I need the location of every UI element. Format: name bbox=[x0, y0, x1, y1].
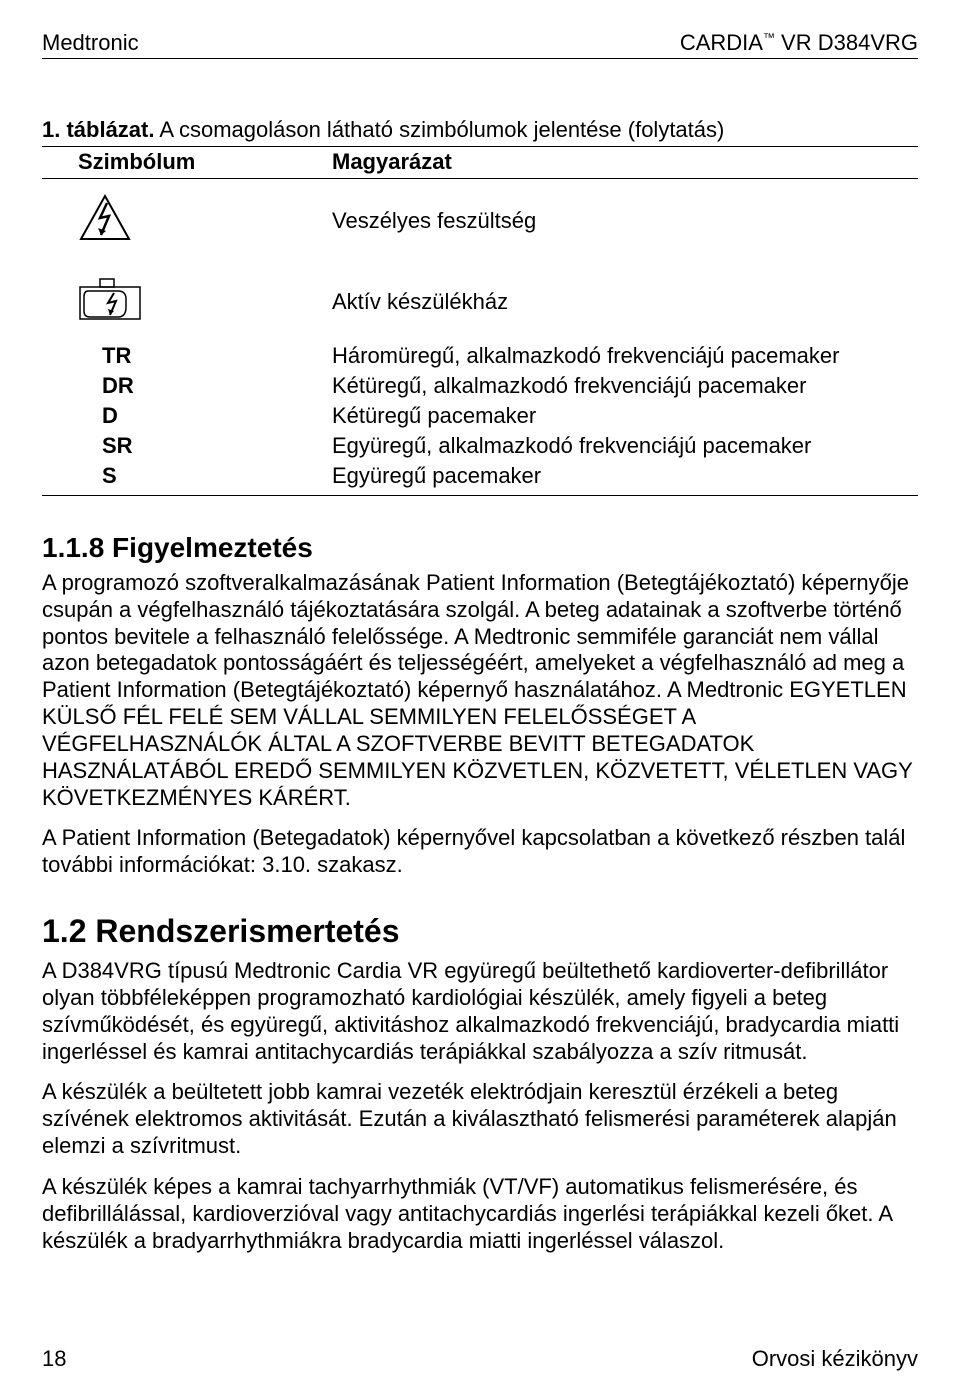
heading-1-1-8: 1.1.8 Figyelmeztetés bbox=[42, 532, 918, 564]
table-row: SR Együregű, alkalmazkodó frekvenciájú p… bbox=[42, 431, 918, 461]
row-active-desc: Aktív készülékház bbox=[332, 263, 918, 341]
code-label: SR bbox=[42, 431, 332, 461]
table-row: S Együregű pacemaker bbox=[42, 461, 918, 496]
table-row: DR Kétüregű, alkalmazkodó frekvenciájú p… bbox=[42, 371, 918, 401]
paragraph: A D384VRG típusú Medtronic Cardia VR egy… bbox=[42, 958, 918, 1065]
header-rule bbox=[42, 58, 918, 59]
table-row: Veszélyes feszültség bbox=[42, 179, 918, 264]
page-number: 18 bbox=[42, 1346, 66, 1372]
header-brand: Medtronic bbox=[42, 30, 139, 56]
heading-1-2: 1.2 Rendszerismertetés bbox=[42, 913, 918, 950]
code-desc: Együregű pacemaker bbox=[332, 461, 918, 496]
paragraph: A programozó szoftveralkalmazásának Pati… bbox=[42, 570, 918, 811]
footer-label: Orvosi kézikönyv bbox=[752, 1346, 918, 1372]
table-row: D Kétüregű pacemaker bbox=[42, 401, 918, 431]
code-desc: Együregű, alkalmazkodó frekvenciájú pace… bbox=[332, 431, 918, 461]
col-symbol: Szimbólum bbox=[42, 147, 332, 179]
col-meaning: Magyarázat bbox=[332, 147, 918, 179]
table-row: Aktív készülékház bbox=[42, 263, 918, 341]
code-label: D bbox=[42, 401, 332, 431]
paragraph: A Patient Information (Betegadatok) képe… bbox=[42, 825, 918, 879]
header-model: CARDIA™ VR D384VRG bbox=[680, 30, 918, 56]
table-title: 1. táblázat. A csomagoláson látható szim… bbox=[42, 117, 918, 143]
paragraph: A készülék a beültetett jobb kamrai veze… bbox=[42, 1079, 918, 1159]
code-desc: Kétüregű pacemaker bbox=[332, 401, 918, 431]
code-label: DR bbox=[42, 371, 332, 401]
code-label: TR bbox=[42, 341, 332, 371]
table-header-row: Szimbólum Magyarázat bbox=[42, 147, 918, 179]
code-label: S bbox=[42, 461, 332, 496]
active-can-icon bbox=[78, 277, 142, 327]
symbol-table: Szimbólum Magyarázat Veszélyes feszültsé… bbox=[42, 147, 918, 496]
row-voltage-desc: Veszélyes feszültség bbox=[332, 179, 918, 264]
paragraph: A készülék képes a kamrai tachyarrhythmi… bbox=[42, 1174, 918, 1254]
table-row: TR Háromüregű, alkalmazkodó frekvenciájú… bbox=[42, 341, 918, 371]
code-desc: Háromüregű, alkalmazkodó frekvenciájú pa… bbox=[332, 341, 918, 371]
code-desc: Kétüregű, alkalmazkodó frekvenciájú pace… bbox=[332, 371, 918, 401]
high-voltage-icon bbox=[78, 193, 132, 249]
